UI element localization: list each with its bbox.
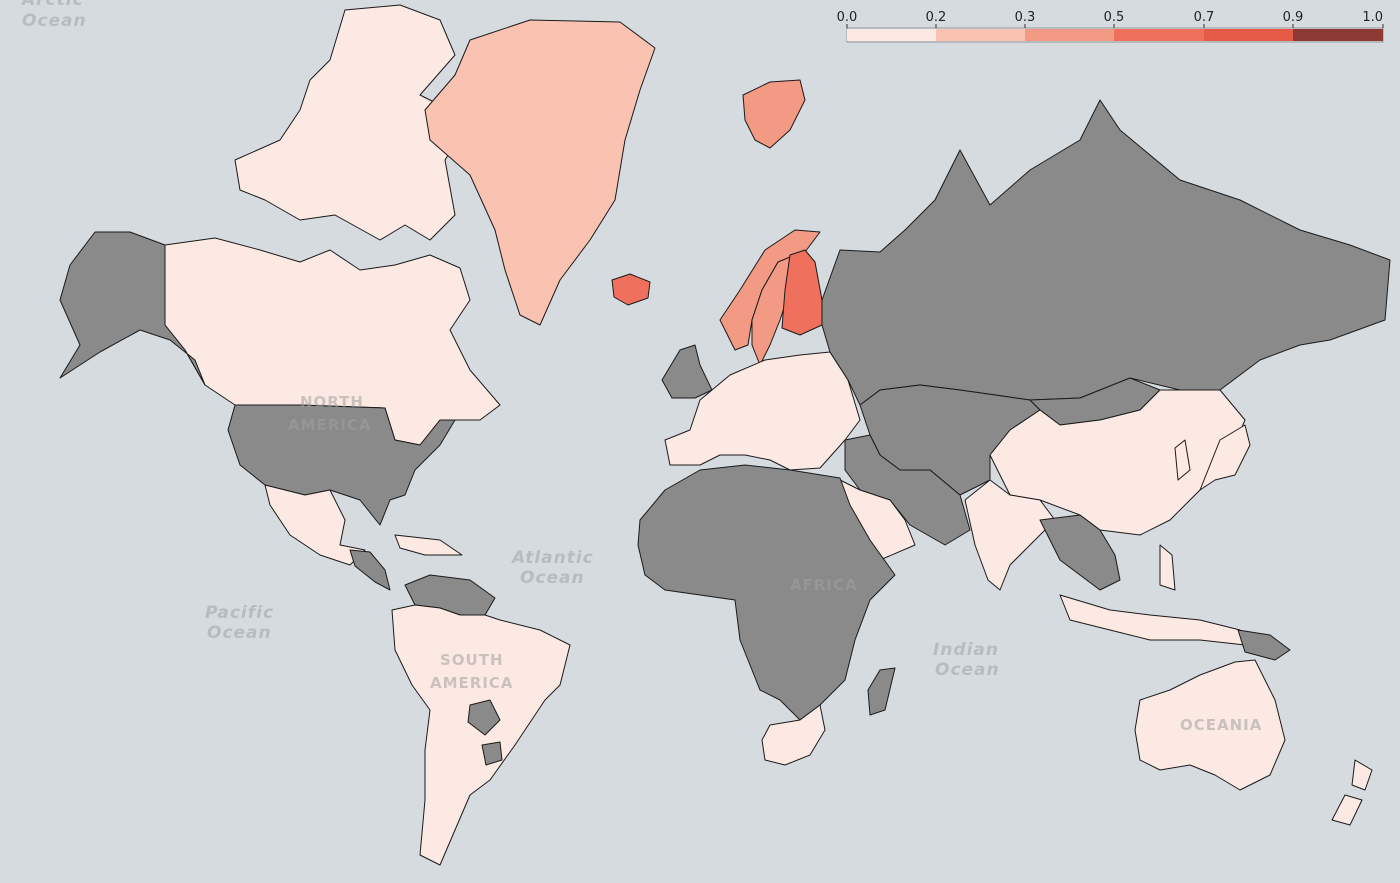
legend-tick-label-6: 1.0 bbox=[1362, 10, 1383, 25]
legend-tick-label-4: 0.7 bbox=[1194, 10, 1215, 25]
country-arctic-islands[interactable] bbox=[234, 4, 471, 241]
legend-bin-1 bbox=[936, 29, 1025, 41]
country-greenland[interactable] bbox=[424, 19, 656, 326]
country-southeast-asia[interactable] bbox=[1039, 514, 1121, 591]
country-iceland[interactable] bbox=[611, 273, 651, 306]
color-legend: 0.0 0.2 0.3 0.5 0.7 0.9 1.0 bbox=[837, 10, 1384, 43]
indian-ocean-label-line1: Indian bbox=[933, 640, 999, 660]
legend-tick-label-2: 0.3 bbox=[1015, 10, 1036, 25]
country-uk-ireland[interactable] bbox=[661, 344, 713, 399]
country-new-zealand[interactable] bbox=[1331, 759, 1373, 826]
legend-tick-label-3: 0.5 bbox=[1104, 10, 1125, 25]
country-africa[interactable] bbox=[637, 464, 896, 721]
arctic-ocean-label-line2: Ocean bbox=[22, 11, 87, 31]
country-papua[interactable] bbox=[1237, 629, 1291, 661]
country-india[interactable] bbox=[964, 479, 1056, 591]
indian-ocean-label-line2: Ocean bbox=[935, 660, 1000, 680]
legend-bin-5 bbox=[1293, 29, 1383, 41]
atlantic-ocean-label-line1: Atlantic bbox=[510, 548, 594, 568]
country-canada[interactable] bbox=[164, 237, 501, 446]
country-europe[interactable] bbox=[664, 351, 861, 471]
legend-bin-2 bbox=[1025, 29, 1114, 41]
legend-tick-label-0: 0.0 bbox=[837, 10, 858, 25]
country-svalbard[interactable] bbox=[742, 79, 806, 149]
country-alaska[interactable] bbox=[59, 231, 206, 386]
country-caribbean[interactable] bbox=[394, 534, 463, 556]
south-america-label-line1: SOUTH bbox=[440, 651, 504, 669]
legend-bin-0 bbox=[847, 29, 936, 41]
atlantic-ocean-label-line2: Ocean bbox=[520, 568, 585, 588]
arctic-ocean-label-line1: Arctic bbox=[20, 0, 84, 10]
pacific-ocean-label-line1: Pacific bbox=[205, 603, 274, 623]
country-uruguay[interactable] bbox=[481, 741, 503, 766]
country-australia[interactable] bbox=[1134, 659, 1286, 791]
legend-tick-label-5: 0.9 bbox=[1283, 10, 1304, 25]
legend-tick-label-1: 0.2 bbox=[926, 10, 947, 25]
north-america-label-line2: AMERICA bbox=[288, 416, 372, 434]
country-south-africa[interactable] bbox=[761, 704, 826, 766]
oceania-label: OCEANIA bbox=[1180, 716, 1262, 734]
country-mexico[interactable] bbox=[264, 484, 366, 566]
south-america-label-line2: AMERICA bbox=[430, 674, 514, 692]
country-central-america[interactable] bbox=[349, 549, 391, 591]
country-paraguay[interactable] bbox=[467, 699, 501, 736]
north-america-label-line1: NORTH bbox=[300, 393, 364, 411]
africa-label: AFRICA bbox=[790, 576, 858, 594]
country-madagascar[interactable] bbox=[867, 667, 896, 716]
country-korea-japan[interactable] bbox=[1174, 424, 1251, 491]
country-south-america[interactable] bbox=[391, 604, 571, 866]
legend-bin-4 bbox=[1204, 29, 1293, 41]
pacific-ocean-label-line2: Ocean bbox=[207, 623, 272, 643]
legend-bin-3 bbox=[1114, 29, 1204, 41]
